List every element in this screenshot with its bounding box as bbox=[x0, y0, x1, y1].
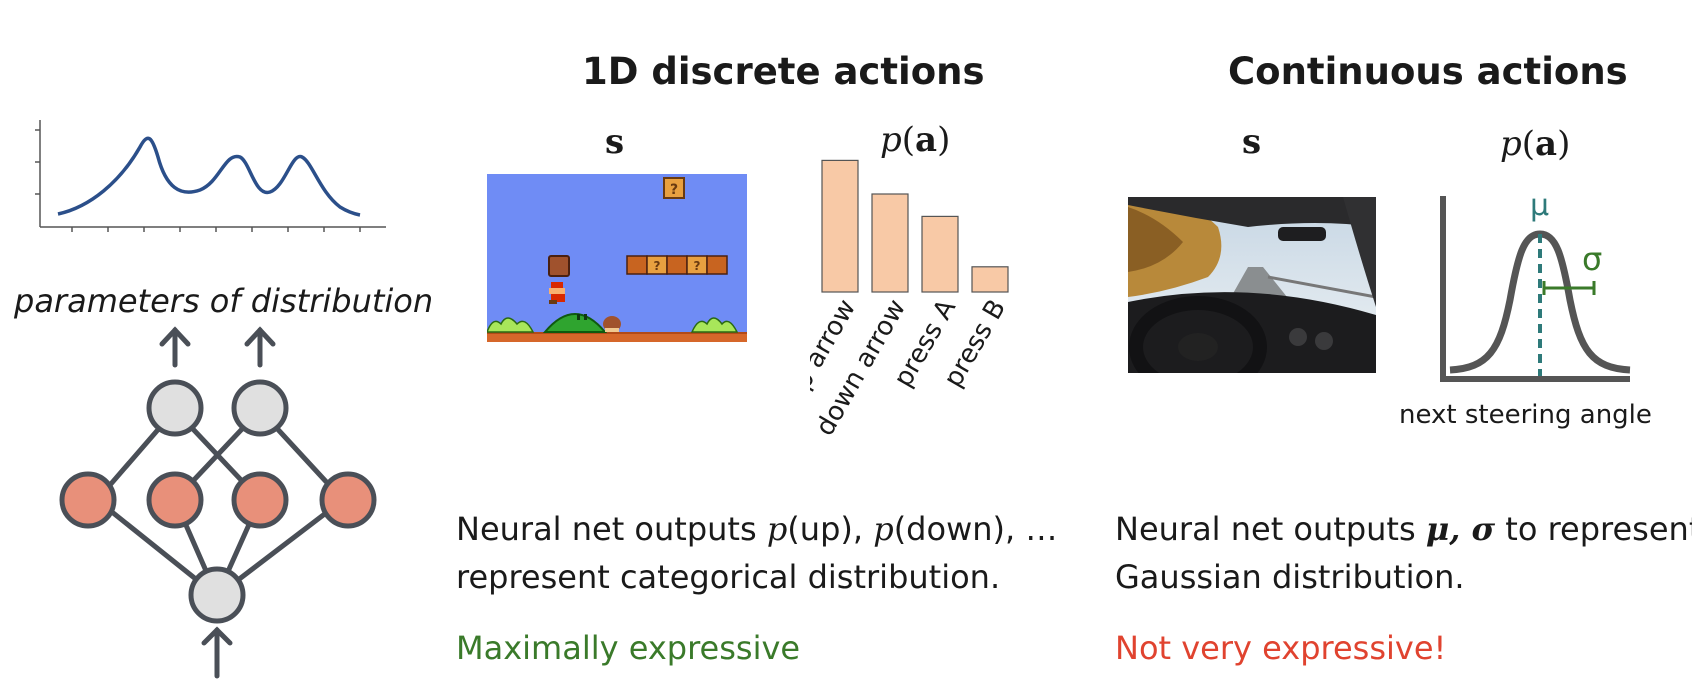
svg-text:?: ? bbox=[670, 182, 678, 198]
bar-down-arrow bbox=[871, 193, 909, 293]
sigma-label: σ bbox=[1582, 240, 1603, 278]
output-node-1 bbox=[146, 379, 204, 437]
game-screenshot: ? ? ? bbox=[487, 174, 747, 342]
neural-network-diagram bbox=[59, 326, 377, 679]
hidden-node-1 bbox=[59, 471, 117, 529]
continuous-state-label: s bbox=[1242, 122, 1262, 162]
discrete-description-line1: Neural net outputs p(up), p(down), … bbox=[456, 510, 1058, 548]
discrete-dist-label: p(a) bbox=[880, 120, 951, 160]
discrete-title: 1D discrete actions bbox=[582, 50, 985, 93]
driving-photo bbox=[1128, 197, 1376, 373]
bar-press-A bbox=[921, 215, 959, 293]
steering-axis-caption: next steering angle bbox=[1399, 400, 1652, 430]
svg-text:?: ? bbox=[694, 259, 701, 273]
bar-press-B bbox=[971, 266, 1009, 293]
density-curve bbox=[57, 136, 361, 217]
hidden-node-4 bbox=[319, 471, 377, 529]
hidden-node-2 bbox=[146, 471, 204, 529]
discrete-verdict: Maximally expressive bbox=[456, 629, 801, 667]
continuous-description: Neural net outputs μ, σ to represent Gau… bbox=[1115, 505, 1692, 601]
output-node-2 bbox=[231, 379, 289, 437]
input-node bbox=[188, 566, 246, 624]
continuous-dist-label: p(a) bbox=[1500, 124, 1571, 164]
sigma-bar bbox=[1542, 281, 1596, 295]
bar-up-arrow bbox=[821, 159, 859, 293]
parameters-label: parameters of distribution bbox=[14, 282, 434, 320]
mu-label: μ bbox=[1530, 188, 1550, 223]
continuous-description-line2: Gaussian distribution. bbox=[1115, 558, 1465, 596]
svg-text:?: ? bbox=[654, 259, 661, 273]
continuous-verdict: Not very expressive! bbox=[1115, 629, 1447, 667]
discrete-description: Neural net outputs p(up), p(down), … rep… bbox=[456, 505, 1057, 601]
continuous-title: Continuous actions bbox=[1228, 50, 1628, 93]
hidden-node-3 bbox=[231, 471, 289, 529]
discrete-description-line2: represent categorical distribution. bbox=[456, 558, 1001, 596]
gaussian-plot bbox=[1440, 196, 1631, 382]
discrete-state-label: s bbox=[605, 122, 625, 162]
multimodal-density-plot bbox=[35, 120, 386, 232]
continuous-description-line1: Neural net outputs μ, σ to represent bbox=[1115, 510, 1692, 548]
